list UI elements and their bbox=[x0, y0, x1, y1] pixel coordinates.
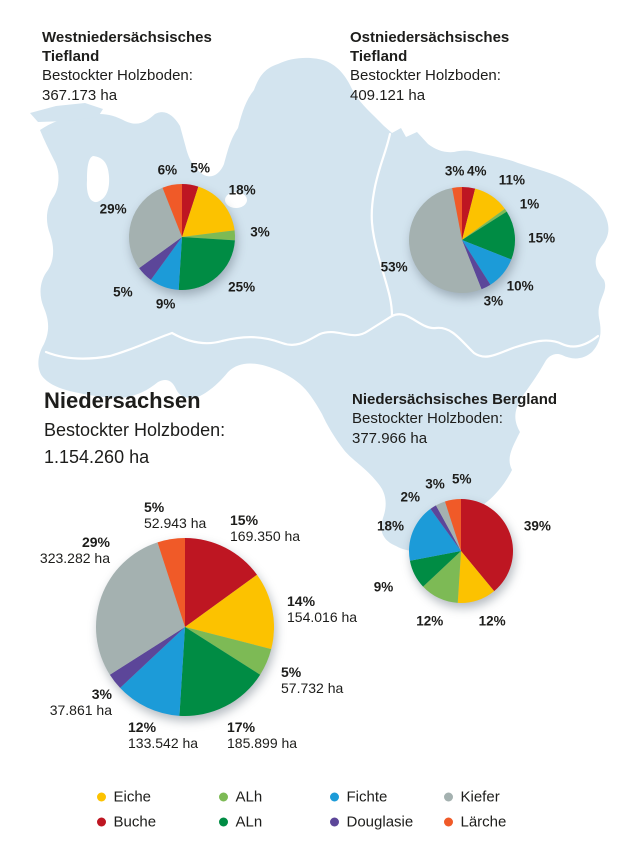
legend-item-douglasie: Douglasie bbox=[329, 813, 414, 831]
legend-label: Eiche bbox=[113, 788, 152, 806]
pie-label-west-tiefland-eiche: 18% bbox=[228, 182, 256, 198]
pie-label-ost-tiefland-aln: 15% bbox=[528, 230, 556, 246]
region-header-west-tiefland: Westniedersächsisches Tiefland Bestockte… bbox=[42, 28, 257, 106]
pie-label-percent: 5% bbox=[281, 664, 302, 680]
region-subtitle: Bestockter Holzboden: bbox=[44, 420, 226, 440]
pie-label-niedersachsen-alh: 5% 57.732 ha bbox=[281, 664, 343, 696]
pie-label-hectares: 52.943 ha bbox=[144, 515, 207, 531]
region-title: Westniedersächsisches Tiefland bbox=[42, 29, 212, 65]
legend-label: Douglasie bbox=[346, 813, 414, 831]
legend-color-dot bbox=[443, 792, 453, 802]
region-total: 409.121 ha bbox=[350, 87, 426, 104]
pie-label-hectares: 133.542 ha bbox=[128, 735, 199, 751]
legend-item-fichte: Fichte bbox=[329, 788, 388, 806]
legend-color-dot bbox=[443, 817, 453, 827]
pie-label-percent: 5% bbox=[144, 499, 165, 515]
pie-label-percent: 15% bbox=[230, 512, 259, 528]
region-header-niedersachsen: Niedersachsen Bestockter Holzboden: 1.15… bbox=[44, 388, 344, 471]
pie-label-west-tiefland-alh: 3% bbox=[250, 224, 270, 240]
pie-label-niedersachsen-eiche: 14% 154.016 ha bbox=[287, 593, 357, 625]
legend-color-dot bbox=[329, 792, 339, 802]
region-subtitle: Bestockter Holzboden: bbox=[42, 67, 193, 84]
region-total: 377.966 ha bbox=[352, 430, 428, 447]
legend-item-buche: Buche bbox=[96, 813, 157, 831]
pie-label-ost-tiefland-douglasie: 3% bbox=[483, 293, 504, 309]
legend-item-aln: ALn bbox=[218, 813, 263, 831]
pie-label-hectares: 37.861 ha bbox=[49, 702, 112, 718]
pie-label-west-tiefland-buche: 5% bbox=[190, 160, 210, 176]
pie-label-bergland-aln: 9% bbox=[373, 579, 394, 595]
legend-label: ALh bbox=[235, 788, 263, 806]
pie-label-niedersachsen-douglasie: 3% 37.861 ha bbox=[50, 686, 112, 718]
legend-color-dot bbox=[218, 817, 228, 827]
region-total: 367.173 ha bbox=[42, 87, 118, 104]
region-total: 1.154.260 ha bbox=[44, 447, 150, 467]
region-header-ost-tiefland: Ostniedersächsisches Tiefland Bestockter… bbox=[350, 28, 565, 106]
pie-label-ost-tiefland-buche: 4% bbox=[467, 163, 487, 179]
pie-label-percent: 17% bbox=[227, 719, 256, 735]
pie-label-hectares: 154.016 ha bbox=[287, 609, 358, 625]
pie-label-ost-tiefland-fichte: 10% bbox=[506, 278, 534, 294]
pie-label-bergland-douglasie: 2% bbox=[400, 489, 420, 505]
region-header-bergland: Niedersächsisches Bergland Bestockter Ho… bbox=[352, 390, 621, 449]
pie-label-ost-tiefland-lärche: 3% bbox=[444, 163, 465, 179]
pie-label-niedersachsen-kiefer: 29% 323.282 ha bbox=[40, 534, 110, 566]
pie-label-percent: 12% bbox=[128, 719, 157, 735]
pie-label-ost-tiefland-kiefer: 53% bbox=[380, 259, 408, 275]
pie-label-west-tiefland-fichte: 9% bbox=[155, 296, 176, 312]
pie-label-bergland-buche: 39% bbox=[523, 518, 551, 534]
pie-label-percent: 14% bbox=[287, 593, 316, 609]
region-title: Niedersächsisches Bergland bbox=[352, 391, 558, 408]
legend-item-lärche: Lärche bbox=[443, 813, 507, 831]
pie-label-west-tiefland-aln: 25% bbox=[228, 279, 256, 294]
pie-label-west-tiefland-douglasie: 5% bbox=[113, 284, 133, 300]
legend-label: ALn bbox=[235, 813, 263, 831]
legend-color-dot bbox=[218, 792, 228, 802]
legend-item-alh: ALh bbox=[218, 788, 263, 806]
pie-label-niedersachsen-buche: 15% 169.350 ha bbox=[230, 512, 300, 544]
legend-color-dot bbox=[329, 817, 339, 827]
pie-label-hectares: 169.350 ha bbox=[230, 528, 301, 544]
pie-label-bergland-kiefer: 3% bbox=[425, 476, 445, 492]
pie-label-hectares: 185.899 ha bbox=[227, 735, 298, 751]
legend-label: Kiefer bbox=[460, 788, 500, 806]
pie-label-bergland-lärche: 5% bbox=[452, 471, 472, 487]
pie-label-hectares: 323.282 ha bbox=[39, 550, 110, 566]
legend-item-kiefer: Kiefer bbox=[443, 788, 500, 806]
region-title: Ostniedersächsisches Tiefland bbox=[350, 29, 510, 65]
legend-color-dot bbox=[96, 792, 106, 802]
pie-label-percent: 29% bbox=[81, 534, 110, 550]
pie-label-bergland-eiche: 12% bbox=[478, 613, 506, 629]
region-subtitle: Bestockter Holzboden: bbox=[352, 410, 503, 427]
pie-label-bergland-fichte: 18% bbox=[376, 518, 404, 534]
region-subtitle: Bestockter Holzboden: bbox=[350, 67, 501, 84]
region-title: Niedersachsen bbox=[44, 388, 201, 413]
pie-label-west-tiefland-kiefer: 29% bbox=[99, 201, 127, 217]
pie-label-ost-tiefland-eiche: 11% bbox=[498, 172, 525, 188]
pie-label-ost-tiefland-alh: 1% bbox=[519, 196, 540, 212]
pie-label-bergland-alh: 12% bbox=[416, 613, 444, 629]
pie-label-percent: 3% bbox=[91, 686, 112, 702]
legend-label: Lärche bbox=[460, 813, 507, 831]
pie-label-niedersachsen-lärche: 5% 52.943 ha bbox=[144, 499, 206, 531]
legend-item-eiche: Eiche bbox=[96, 788, 152, 806]
legend-label: Buche bbox=[113, 813, 157, 831]
pie-label-west-tiefland-lärche: 6% bbox=[157, 162, 178, 178]
pie-label-niedersachsen-fichte: 12% 133.542 ha bbox=[128, 719, 198, 751]
pie-label-niedersachsen-aln: 17% 185.899 ha bbox=[227, 719, 297, 751]
legend-color-dot bbox=[96, 817, 106, 827]
pie-label-hectares: 57.732 ha bbox=[281, 680, 344, 696]
legend-label: Fichte bbox=[346, 788, 388, 806]
